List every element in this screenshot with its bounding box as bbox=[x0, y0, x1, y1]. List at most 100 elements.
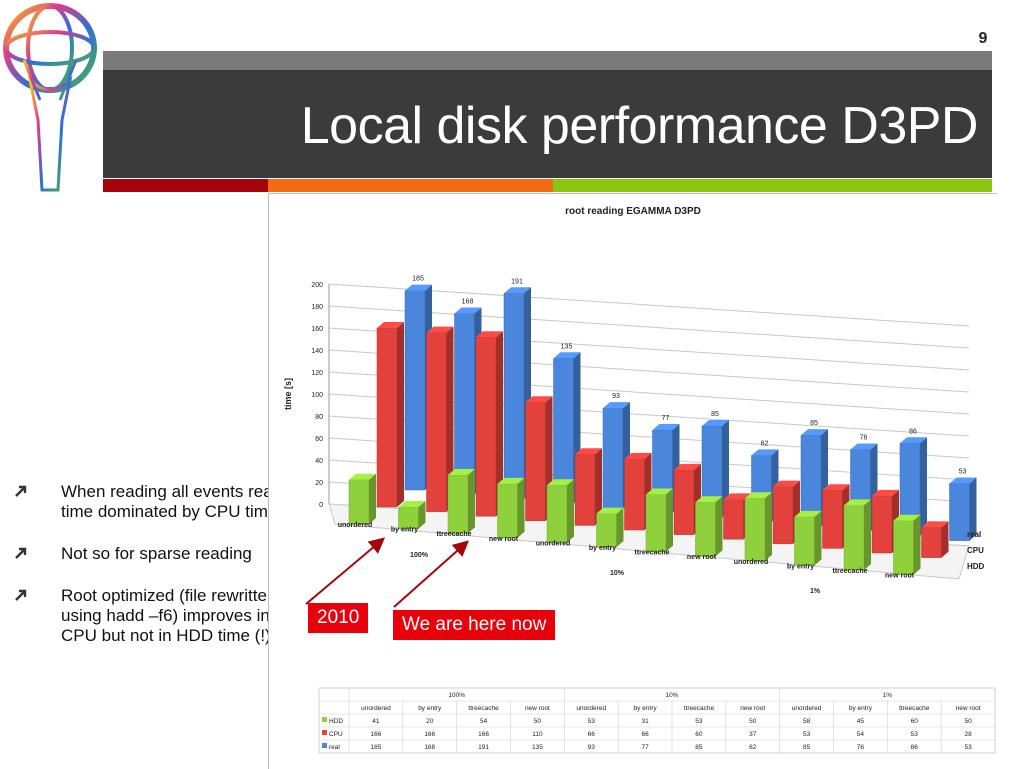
table-legend-swatch bbox=[322, 730, 327, 735]
data-label: 76 bbox=[860, 434, 868, 441]
table-col-header: new root bbox=[525, 705, 550, 712]
bar-CPU-top bbox=[377, 322, 404, 329]
table-cell: 85 bbox=[695, 744, 703, 751]
bar-real-top bbox=[949, 477, 977, 484]
bar-HDD-side bbox=[369, 473, 376, 524]
callout-2010: 2010 bbox=[308, 603, 369, 633]
group-label: 100% bbox=[410, 552, 429, 559]
y-tick-label: 60 bbox=[315, 436, 323, 443]
bar-HDD-top bbox=[695, 496, 723, 503]
table-cell: 50 bbox=[534, 718, 542, 725]
table-cell: 20 bbox=[426, 718, 434, 725]
bar-HDD-side bbox=[715, 496, 723, 557]
bar-HDD-top bbox=[893, 514, 921, 521]
bullet-item: When reading all events real time domina… bbox=[14, 482, 304, 522]
bar-real-side bbox=[722, 419, 729, 518]
x-tick-label: unordered bbox=[338, 522, 373, 529]
table-col-header: new root bbox=[740, 705, 765, 712]
bar-HDD-side bbox=[864, 499, 871, 570]
table-cell: 166 bbox=[424, 731, 435, 738]
table-cell: 76 bbox=[857, 744, 865, 751]
bar-CPU-top bbox=[426, 326, 454, 333]
table-cell: 93 bbox=[588, 744, 596, 751]
y-tick-label: 140 bbox=[311, 348, 323, 355]
bar-HDD-top bbox=[646, 488, 673, 495]
bar-HDD-side bbox=[814, 510, 822, 566]
bar-CPU-top bbox=[624, 452, 652, 459]
data-label: 53 bbox=[959, 468, 967, 475]
arrow-bullet-icon bbox=[15, 485, 27, 497]
y-tick-label: 20 bbox=[315, 480, 323, 487]
bar-CPU-top bbox=[921, 521, 949, 528]
y-tick-label: 160 bbox=[311, 326, 323, 333]
y-axis-title: time [s] bbox=[283, 378, 293, 410]
table-col-header: new root bbox=[956, 705, 981, 712]
slide-number: 9 bbox=[978, 30, 988, 47]
x-tick-label: ttreecache bbox=[832, 568, 867, 575]
gridline bbox=[328, 305, 970, 349]
bar-real-top bbox=[504, 287, 531, 294]
bar-real-top bbox=[405, 284, 432, 291]
table-cell: 45 bbox=[857, 718, 865, 725]
bar-real-top bbox=[454, 307, 482, 314]
y-tick-label: 180 bbox=[311, 304, 323, 311]
bar-HDD-side bbox=[666, 488, 673, 552]
table-cell: 53 bbox=[588, 718, 596, 725]
chart-title: root reading EGAMMA D3PD bbox=[565, 206, 701, 217]
data-label: 86 bbox=[909, 428, 917, 435]
arrow-2010 bbox=[305, 537, 386, 605]
table-row-header: CPU bbox=[329, 731, 343, 738]
bar-real-top bbox=[553, 352, 581, 359]
table-cell: 166 bbox=[478, 731, 489, 738]
table-cell: 53 bbox=[911, 731, 919, 738]
bar-HDD-top bbox=[448, 468, 475, 475]
bar-HDD-side bbox=[913, 514, 921, 575]
arrow-bullet-icon bbox=[15, 589, 27, 601]
y-tick-label: 0 bbox=[319, 502, 323, 509]
table-cell: 54 bbox=[857, 731, 865, 738]
bar-HDD-top bbox=[596, 507, 624, 514]
bar-real-top bbox=[652, 423, 680, 430]
chart-frame: root reading EGAMMA D3PD 0 20 40 60 80 100 120 1… bbox=[268, 193, 997, 769]
table-cell: 58 bbox=[803, 718, 811, 725]
x-tick-label: unordered bbox=[536, 540, 571, 547]
callout-now: We are here now bbox=[393, 610, 556, 640]
bar-CPU-side bbox=[595, 448, 602, 526]
table-cell: 77 bbox=[641, 744, 649, 751]
y-tick-label: 100 bbox=[311, 392, 323, 399]
table-cell: 191 bbox=[478, 744, 489, 751]
page-title: Local disk performance D3PD bbox=[300, 97, 979, 155]
bar-CPU-side bbox=[496, 331, 503, 517]
bar-HDD-side bbox=[567, 479, 574, 543]
bar-CPU-side bbox=[941, 521, 949, 558]
bar-real-top bbox=[900, 437, 927, 444]
arrow-bullet-icon bbox=[15, 547, 27, 559]
data-label: 62 bbox=[761, 440, 769, 447]
bar-CPU-top bbox=[575, 448, 602, 455]
table-cell: 85 bbox=[803, 744, 811, 751]
table-cell: 66 bbox=[588, 731, 596, 738]
table-row-header: HDD bbox=[329, 718, 343, 725]
table-col-header: by entry bbox=[418, 705, 442, 712]
x-tick-label: by entry bbox=[589, 545, 616, 552]
atlas-logo bbox=[3, 3, 97, 192]
table-group-header: 100% bbox=[448, 692, 465, 699]
x-tick-label: unordered bbox=[734, 559, 769, 566]
table-cell: 53 bbox=[964, 744, 972, 751]
bar-HDD-top bbox=[398, 501, 426, 508]
table-cell: 86 bbox=[911, 744, 919, 751]
x-tick-label: new root bbox=[489, 536, 519, 543]
table-cell: 60 bbox=[695, 731, 703, 738]
bullet-list: When reading all events real time domina… bbox=[14, 482, 304, 668]
bar-real-top bbox=[801, 429, 828, 436]
data-label: 93 bbox=[612, 393, 620, 400]
table-legend-swatch bbox=[322, 743, 327, 748]
bar-CPU-top bbox=[476, 331, 503, 338]
y-tick-label: 120 bbox=[311, 370, 323, 377]
data-label: 168 bbox=[462, 298, 474, 305]
table-cell: 60 bbox=[911, 718, 919, 725]
table-cell: 62 bbox=[749, 744, 757, 751]
table-cell: 135 bbox=[532, 744, 543, 751]
bar-real-side bbox=[969, 477, 977, 541]
